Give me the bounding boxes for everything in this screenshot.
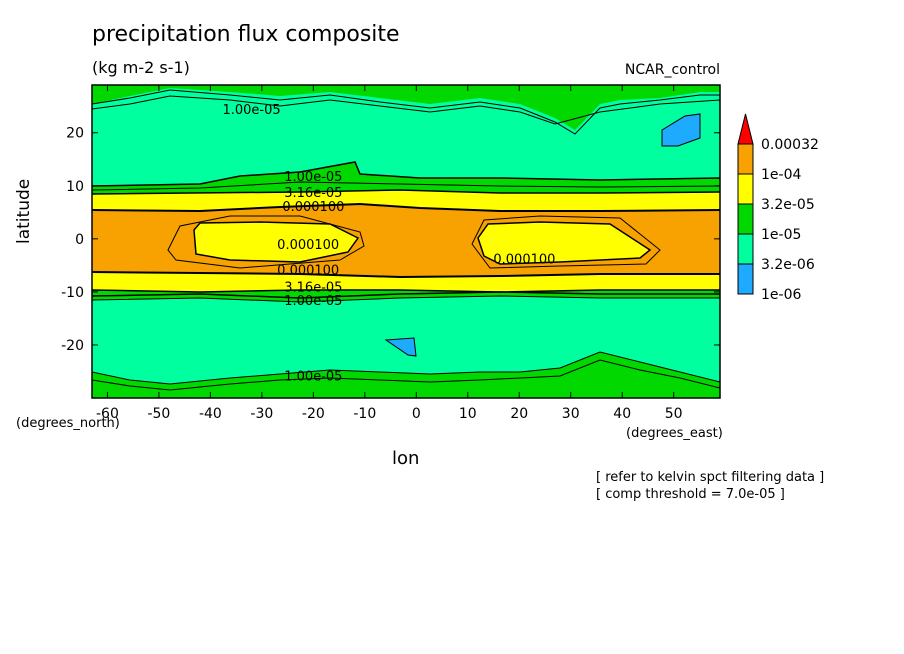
- x-tick-label: 10: [459, 406, 477, 422]
- y-axis: 20 10 0 -10 -20: [61, 126, 720, 354]
- contour-s-orange: [92, 271, 720, 279]
- colorbar-swatch: [737, 173, 754, 205]
- contour-s2: [92, 359, 720, 391]
- contour-label: 1.00e-05: [284, 370, 342, 385]
- contour-labels: 1.00e-051.00e-053.16e-050.0001000.000100…: [222, 103, 555, 385]
- colorbar-swatch: [737, 143, 754, 175]
- x-tick-label: -40: [199, 406, 222, 422]
- contour-label: 1.00e-05: [284, 170, 342, 185]
- x-tick-label: -60: [96, 406, 119, 422]
- cell-east: [477, 221, 652, 265]
- plot-area: 1.00e-051.00e-053.16e-050.0001000.000100…: [92, 85, 720, 398]
- colorbar-label: 0.00032: [761, 137, 819, 153]
- y-tick-label: -20: [61, 338, 84, 354]
- contour-n2: [92, 95, 720, 125]
- contour-label: 0.000100: [277, 238, 339, 253]
- run-label: NCAR_control: [624, 62, 720, 78]
- x-tick-label: -30: [250, 406, 273, 422]
- contour-n1: [92, 89, 720, 135]
- contour-label: 0.000100: [493, 252, 555, 267]
- contour-n-yellow: [92, 189, 720, 195]
- contour-label: 1.00e-05: [222, 103, 280, 118]
- x-axis-label: lon: [392, 448, 420, 469]
- colorbar-label: 1e-06: [761, 287, 801, 303]
- x-tick-label: 0: [412, 406, 421, 422]
- contour-s1: [92, 351, 720, 385]
- colorbar-label: 1e-05: [761, 227, 801, 243]
- y-tick-label: 0: [75, 232, 84, 248]
- contour-outer-west: [167, 215, 365, 269]
- filter-note: [ refer to kelvin spct filtering data ]: [596, 470, 825, 485]
- x-tick-label: 20: [510, 406, 528, 422]
- colorbar-extend-triangle: [737, 113, 754, 145]
- colorbar-label: 1e-04: [761, 167, 801, 183]
- colorbar-swatch: [737, 203, 754, 235]
- plot-frame: [91, 84, 721, 399]
- colorbar-swatch: [737, 233, 754, 265]
- y-tick-label: 10: [66, 179, 84, 195]
- band-north-edge: [92, 85, 720, 130]
- contour-outer-east: [471, 215, 661, 269]
- patch-blue-ne: [661, 113, 701, 147]
- threshold-note: [ comp threshold = 7.0e-05 ]: [596, 487, 785, 502]
- contour-n-orange: [92, 202, 720, 213]
- band-south-edge: [92, 352, 720, 398]
- patch-blue-s: [384, 337, 417, 357]
- y-unit-label: (degrees_north): [16, 416, 120, 431]
- colorbar: 0.00032 1e-04 3.2e-05 1e-05 3.2e-06 1e-06: [737, 113, 819, 303]
- contour-s-yellow: [92, 289, 720, 293]
- x-tick-label: -20: [302, 406, 325, 422]
- x-tick-label: 50: [665, 406, 683, 422]
- contour-n-rain1: [92, 161, 720, 187]
- x-axis: -60 -50 -40 -30 -20 -10 0 10 20 30 40 50: [96, 85, 683, 422]
- x-tick-label: -10: [353, 406, 376, 422]
- colorbar-swatch: [737, 263, 754, 295]
- contour-label: 0.000100: [277, 264, 339, 279]
- chart-units: (kg m-2 s-1): [92, 58, 190, 77]
- x-tick-label: 30: [562, 406, 580, 422]
- contour-label: 3.16e-05: [284, 186, 342, 201]
- chart-title: precipitation flux composite: [92, 22, 400, 47]
- contour-n-rain2: [92, 181, 720, 191]
- contour-s-rain2: [92, 295, 720, 303]
- x-unit-label: (degrees_east): [626, 426, 723, 441]
- y-tick-label: 20: [66, 126, 84, 142]
- contour-s-rain1: [92, 291, 720, 299]
- x-tick-label: 40: [613, 406, 631, 422]
- x-tick-label: -50: [147, 406, 170, 422]
- contour-label: 3.16e-05: [284, 281, 342, 296]
- contour-label: 0.000100: [282, 200, 344, 215]
- colorbar-label: 3.2e-06: [761, 257, 815, 273]
- contour-label: 1.00e-05: [284, 294, 342, 309]
- colorbar-label: 3.2e-05: [761, 197, 815, 213]
- y-tick-label: -10: [61, 285, 84, 301]
- cell-west: [193, 221, 360, 263]
